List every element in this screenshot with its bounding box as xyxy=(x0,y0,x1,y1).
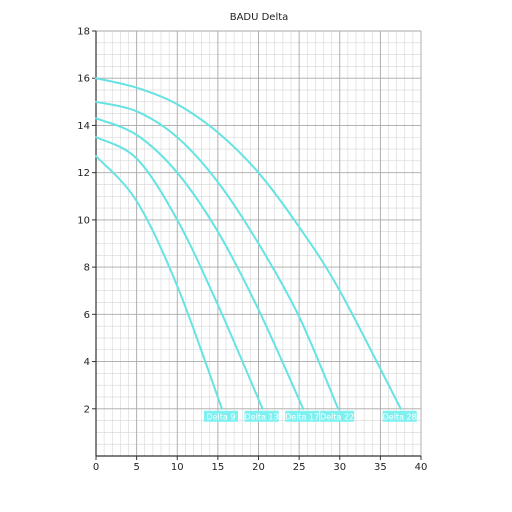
x-tick-label: 0 xyxy=(93,462,99,473)
series-line-5 xyxy=(95,77,402,410)
series-line-4 xyxy=(95,100,340,410)
chart-title: BADU Delta xyxy=(230,12,289,23)
x-tick-label: 10 xyxy=(171,462,184,473)
series-label-box-1 xyxy=(203,410,238,422)
y-tick-label: 18 xyxy=(77,27,90,38)
x-tick-label: 25 xyxy=(293,462,306,473)
series-line-1 xyxy=(95,155,223,410)
y-tick-label: 6 xyxy=(84,310,90,321)
y-axis-tick-labels: 2 4 6 8 10 12 14 16 18 xyxy=(77,27,90,416)
series-label-box-4 xyxy=(320,410,355,422)
series-label-2: Delta 13 xyxy=(245,412,279,421)
x-tick-label: 20 xyxy=(252,462,265,473)
series-label-box-5 xyxy=(382,410,417,422)
x-axis-tick-labels: 0 5 10 15 20 25 30 35 40 xyxy=(93,462,428,473)
y-tick-label: 10 xyxy=(77,215,90,226)
y-tick-label: 8 xyxy=(84,263,90,274)
series-label-box-3 xyxy=(285,410,320,422)
series-label-box-2 xyxy=(244,410,279,422)
y-tick-label: 12 xyxy=(77,168,90,179)
series-label-5: Delta 28 xyxy=(383,412,417,421)
y-tick-label: 14 xyxy=(77,121,90,132)
series-label-1: Delta 9 xyxy=(206,412,235,421)
y-tick-label: 16 xyxy=(77,74,90,85)
y-tick-label: 2 xyxy=(84,404,90,415)
x-tick-label: 35 xyxy=(374,462,387,473)
major-grid xyxy=(96,31,421,456)
x-tick-label: 30 xyxy=(333,462,346,473)
series-labels: Delta 9 Delta 13 Delta 17 Delta 22 Delta 28 xyxy=(203,410,417,422)
minor-grid xyxy=(96,31,421,456)
series-lines xyxy=(95,77,402,410)
x-tick-label: 15 xyxy=(212,462,225,473)
series-label-3: Delta 17 xyxy=(285,412,319,421)
series-label-4: Delta 22 xyxy=(320,412,354,421)
x-tick-label: 40 xyxy=(415,462,428,473)
series-line-3 xyxy=(95,117,305,410)
x-tick-label: 5 xyxy=(133,462,139,473)
series-line-2 xyxy=(95,136,264,410)
y-tick-label: 4 xyxy=(84,357,90,368)
